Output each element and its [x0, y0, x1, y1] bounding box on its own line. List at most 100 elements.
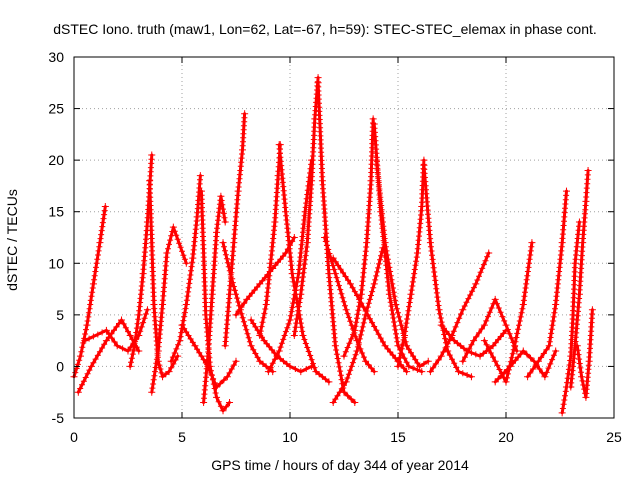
trace-marker [332, 258, 339, 265]
series-10 [200, 192, 229, 407]
trace-marker [133, 325, 140, 332]
trace-marker [508, 354, 515, 361]
trace-marker [499, 313, 506, 320]
data-point [578, 373, 586, 381]
data-point [118, 316, 126, 324]
y-tick-label: 20 [48, 152, 64, 168]
trace-marker [331, 266, 338, 273]
data-point [213, 383, 221, 391]
trace-marker [280, 336, 287, 343]
trace-marker [492, 339, 499, 346]
trace-marker [79, 381, 85, 388]
trace-marker [189, 339, 196, 346]
series-28 [426, 249, 493, 376]
trace-marker [400, 365, 407, 372]
trace-marker [168, 364, 175, 371]
trace-marker [154, 352, 161, 359]
trace-marker [174, 236, 181, 243]
trace-marker [246, 338, 253, 345]
trace-marker [189, 259, 196, 266]
series-24 [372, 156, 432, 370]
trace-marker [526, 256, 533, 263]
trace-marker [410, 353, 417, 360]
x-tick-label: 25 [606, 429, 622, 445]
trace-marker [122, 324, 129, 331]
trace-marker [133, 329, 140, 336]
trace-marker [202, 307, 209, 314]
trace-marker [225, 263, 232, 270]
trace-marker [271, 223, 278, 230]
trace-marker [186, 280, 193, 287]
trace-marker [540, 350, 547, 357]
trace-marker [552, 305, 558, 312]
trace-marker [575, 351, 582, 358]
trace-marker [301, 212, 308, 219]
trace-marker [339, 294, 346, 301]
data-point [89, 280, 97, 288]
trace-marker [522, 285, 529, 291]
trace-marker [303, 195, 310, 202]
trace-marker [89, 285, 96, 291]
trace-marker [307, 352, 314, 359]
trace-marker [223, 255, 230, 262]
trace-marker [194, 346, 201, 353]
trace-marker [84, 370, 91, 377]
data-point [485, 249, 493, 257]
data-point [541, 373, 549, 381]
trace-marker [524, 268, 531, 275]
trace-marker [385, 260, 392, 267]
trace-marker [86, 305, 93, 312]
trace-marker [292, 324, 299, 331]
data-point [511, 342, 519, 350]
series-line [342, 117, 375, 358]
trace-marker [332, 338, 338, 345]
trace-marker [383, 247, 390, 254]
trace-marker [283, 360, 290, 367]
trace-marker [488, 305, 495, 311]
trace-marker [94, 256, 101, 263]
trace-marker [385, 287, 392, 294]
trace-marker [501, 317, 508, 324]
data-point [394, 362, 402, 370]
trace-marker [446, 352, 453, 359]
trace-marker [259, 319, 266, 326]
trace-marker [577, 364, 584, 371]
trace-marker [526, 260, 532, 267]
trace-marker [130, 346, 137, 353]
trace-marker [299, 278, 306, 285]
trace-marker [351, 355, 358, 362]
data-point [297, 368, 305, 376]
data-point [102, 337, 110, 345]
trace-marker [584, 171, 591, 178]
trace-marker [432, 360, 439, 367]
trace-marker [295, 307, 302, 314]
trace-marker [344, 344, 351, 351]
trace-marker [342, 302, 348, 309]
trace-marker [99, 219, 106, 226]
data-point [191, 342, 199, 350]
trace-marker [404, 311, 411, 318]
trace-marker [390, 315, 397, 321]
trace-marker [354, 292, 360, 299]
trace-marker [548, 326, 555, 333]
trace-marker [467, 292, 474, 298]
data-point [400, 331, 408, 339]
trace-marker [86, 367, 93, 374]
trace-marker [285, 320, 292, 327]
trace-marker [258, 323, 265, 330]
trace-marker [465, 295, 472, 302]
trace-marker [87, 297, 94, 304]
data-point [480, 321, 488, 329]
trace-marker [463, 299, 470, 306]
trace-marker [551, 309, 558, 316]
trace-marker [367, 181, 374, 188]
trace-marker [397, 350, 404, 357]
trace-marker [408, 287, 415, 294]
trace-marker [326, 250, 333, 257]
data-point [165, 368, 173, 376]
chart-title: dSTEC Iono. truth (maw1, Lon=62, Lat=-67… [53, 21, 597, 37]
trace-marker [101, 341, 108, 348]
trace-marker [550, 318, 557, 324]
data-point [353, 337, 361, 345]
series-12 [219, 239, 277, 376]
